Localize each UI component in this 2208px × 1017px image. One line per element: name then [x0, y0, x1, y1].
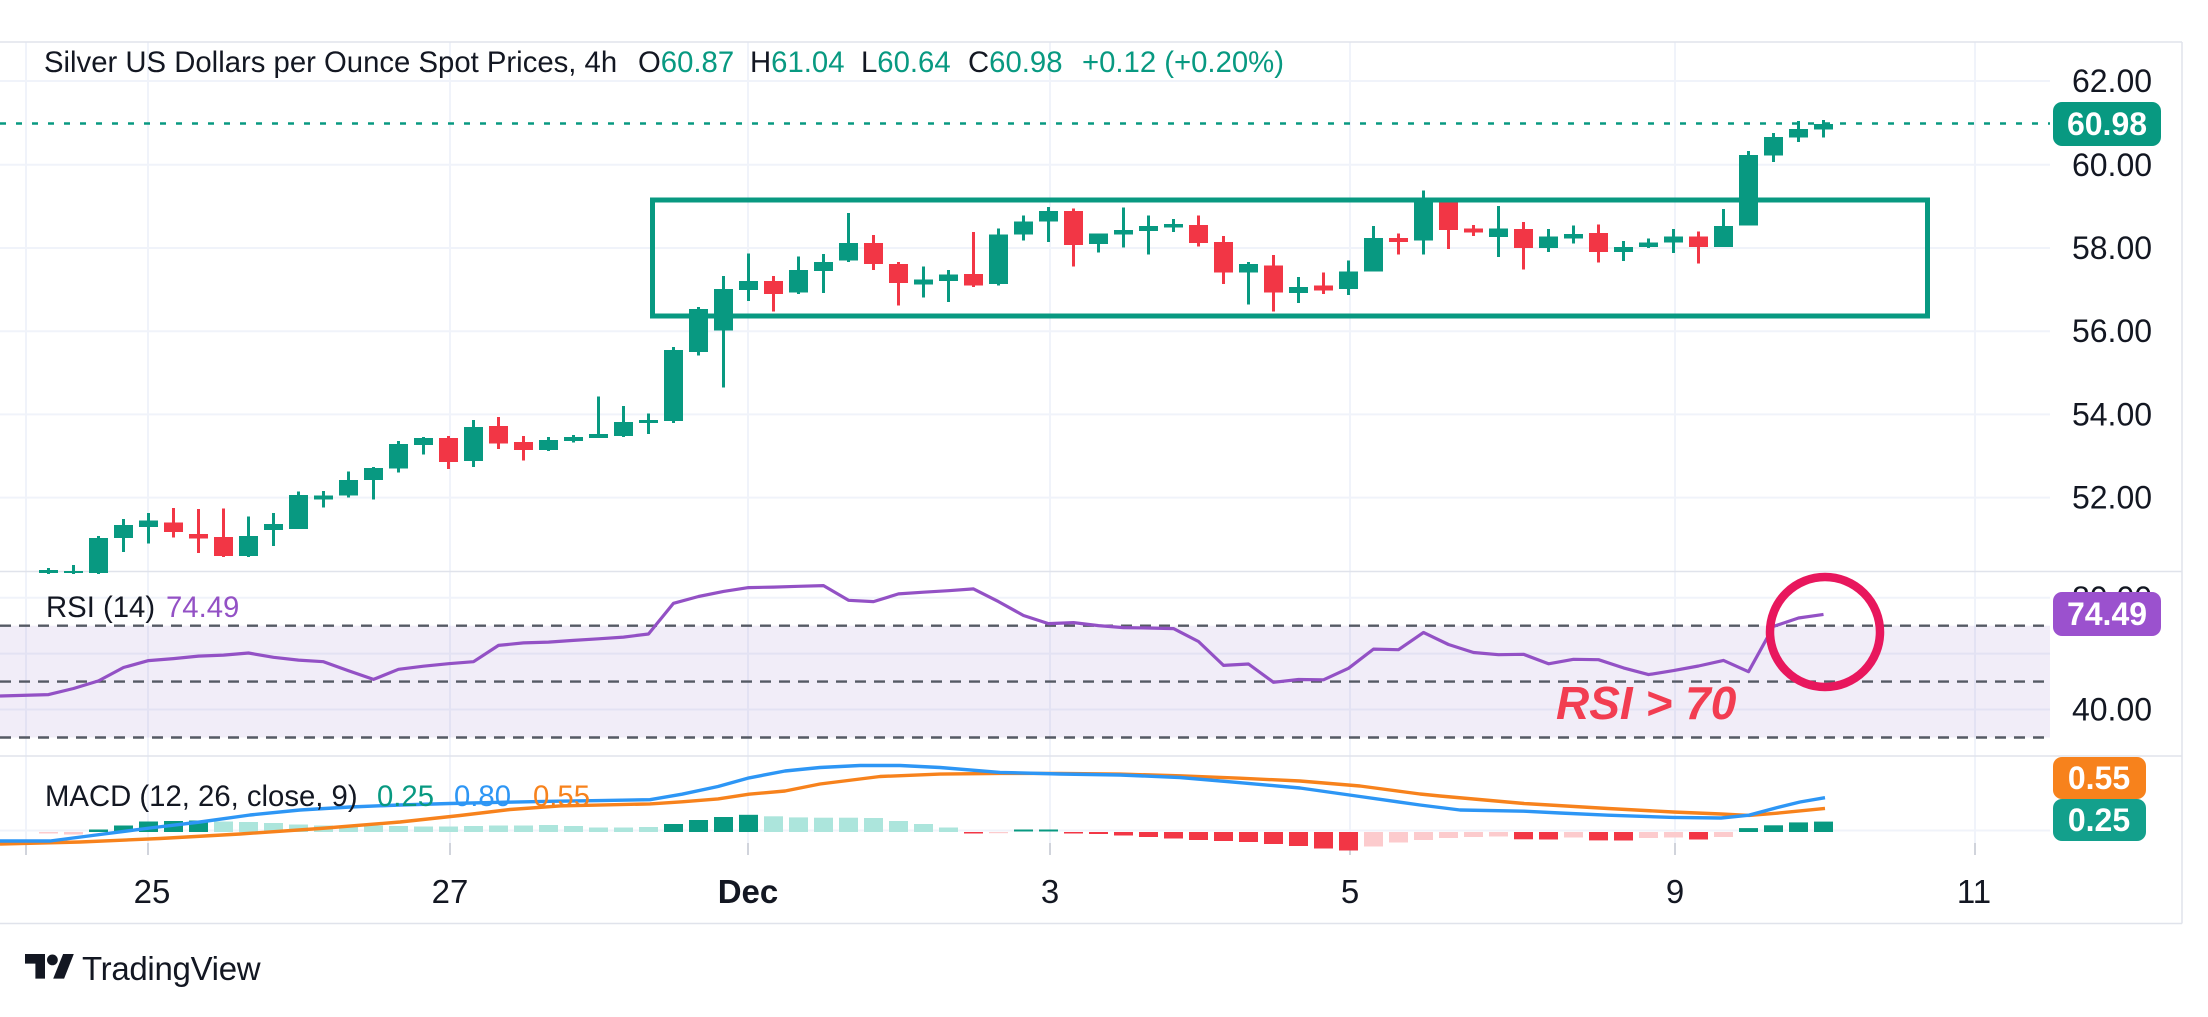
svg-text:40.00: 40.00	[2072, 692, 2152, 728]
svg-text:54.00: 54.00	[2072, 396, 2152, 432]
svg-text:C60.98: C60.98	[968, 46, 1063, 79]
svg-text:3: 3	[1041, 873, 1059, 910]
svg-text:25: 25	[134, 873, 171, 910]
svg-text:0.80: 0.80	[454, 780, 511, 813]
svg-text:52.00: 52.00	[2072, 480, 2152, 516]
svg-text:Dec: Dec	[718, 873, 779, 910]
svg-text:0.25: 0.25	[377, 780, 434, 813]
svg-text:H61.04: H61.04	[750, 46, 845, 79]
svg-text:0.25: 0.25	[2068, 802, 2130, 838]
svg-text:11: 11	[1957, 873, 1991, 910]
svg-text:60.00: 60.00	[2072, 147, 2152, 183]
svg-text:RSI (14): RSI (14)	[46, 591, 155, 624]
svg-text:27: 27	[432, 873, 469, 910]
svg-text:TradingView: TradingView	[82, 950, 261, 987]
svg-text:L60.64: L60.64	[861, 46, 951, 79]
svg-text:62.00: 62.00	[2072, 63, 2152, 99]
svg-text:56.00: 56.00	[2072, 313, 2152, 349]
svg-text:MACD (12, 26, close, 9): MACD (12, 26, close, 9)	[45, 780, 358, 813]
svg-text:9: 9	[1666, 873, 1684, 910]
svg-text:74.49: 74.49	[166, 591, 239, 624]
svg-text:0.55: 0.55	[2068, 760, 2130, 796]
svg-text:Silver US Dollars per Ounce Sp: Silver US Dollars per Ounce Spot Prices,…	[44, 46, 617, 79]
svg-text:+0.12 (+0.20%): +0.12 (+0.20%)	[1082, 46, 1284, 79]
svg-text:60.98: 60.98	[2067, 106, 2147, 142]
svg-text:5: 5	[1341, 873, 1359, 910]
svg-text:74.49: 74.49	[2067, 596, 2147, 632]
svg-text:O60.87: O60.87	[638, 46, 734, 79]
svg-text:58.00: 58.00	[2072, 230, 2152, 266]
svg-text:0.55: 0.55	[533, 780, 590, 813]
svg-text:RSI > 70: RSI > 70	[1556, 677, 1737, 729]
